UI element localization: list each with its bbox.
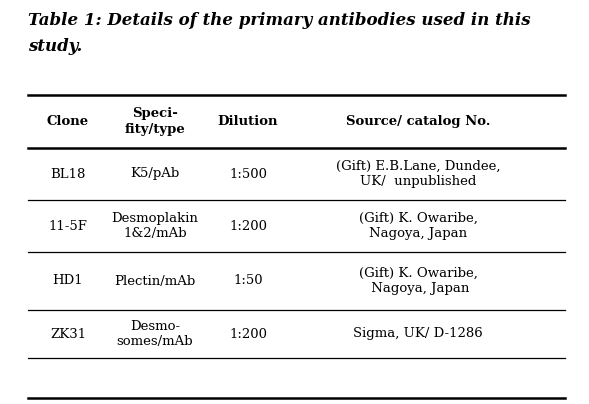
Text: 1:500: 1:500 xyxy=(229,168,267,181)
Text: K5/pAb: K5/pAb xyxy=(130,168,180,181)
Text: HD1: HD1 xyxy=(52,274,83,288)
Text: Clone: Clone xyxy=(47,115,89,128)
Text: BL18: BL18 xyxy=(50,168,85,181)
Text: (Gift) K. Owaribe,
 Nagoya, Japan: (Gift) K. Owaribe, Nagoya, Japan xyxy=(359,267,478,295)
Text: Dilution: Dilution xyxy=(218,115,278,128)
Text: Sigma, UK/ D-1286: Sigma, UK/ D-1286 xyxy=(353,328,483,341)
Text: 11-5F: 11-5F xyxy=(48,219,87,232)
Text: Source/ catalog No.: Source/ catalog No. xyxy=(346,115,490,128)
Text: Plectin/mAb: Plectin/mAb xyxy=(114,274,196,288)
Text: Speci-
fity/type: Speci- fity/type xyxy=(125,107,186,135)
Text: 1:200: 1:200 xyxy=(229,219,267,232)
Text: (Gift) E.B.Lane, Dundee,
UK/  unpublished: (Gift) E.B.Lane, Dundee, UK/ unpublished xyxy=(336,160,500,188)
Text: Desmoplakin
1&2/mAb: Desmoplakin 1&2/mAb xyxy=(111,212,198,240)
Text: study.: study. xyxy=(28,38,82,55)
Text: Desmo-
somes/mAb: Desmo- somes/mAb xyxy=(117,320,193,348)
Text: 1:200: 1:200 xyxy=(229,328,267,341)
Text: ZK31: ZK31 xyxy=(50,328,86,341)
Text: (Gift) K. Owaribe,
Nagoya, Japan: (Gift) K. Owaribe, Nagoya, Japan xyxy=(359,212,478,240)
Text: Table 1: Details of the primary antibodies used in this: Table 1: Details of the primary antibodi… xyxy=(28,12,531,29)
Text: 1:50: 1:50 xyxy=(233,274,263,288)
